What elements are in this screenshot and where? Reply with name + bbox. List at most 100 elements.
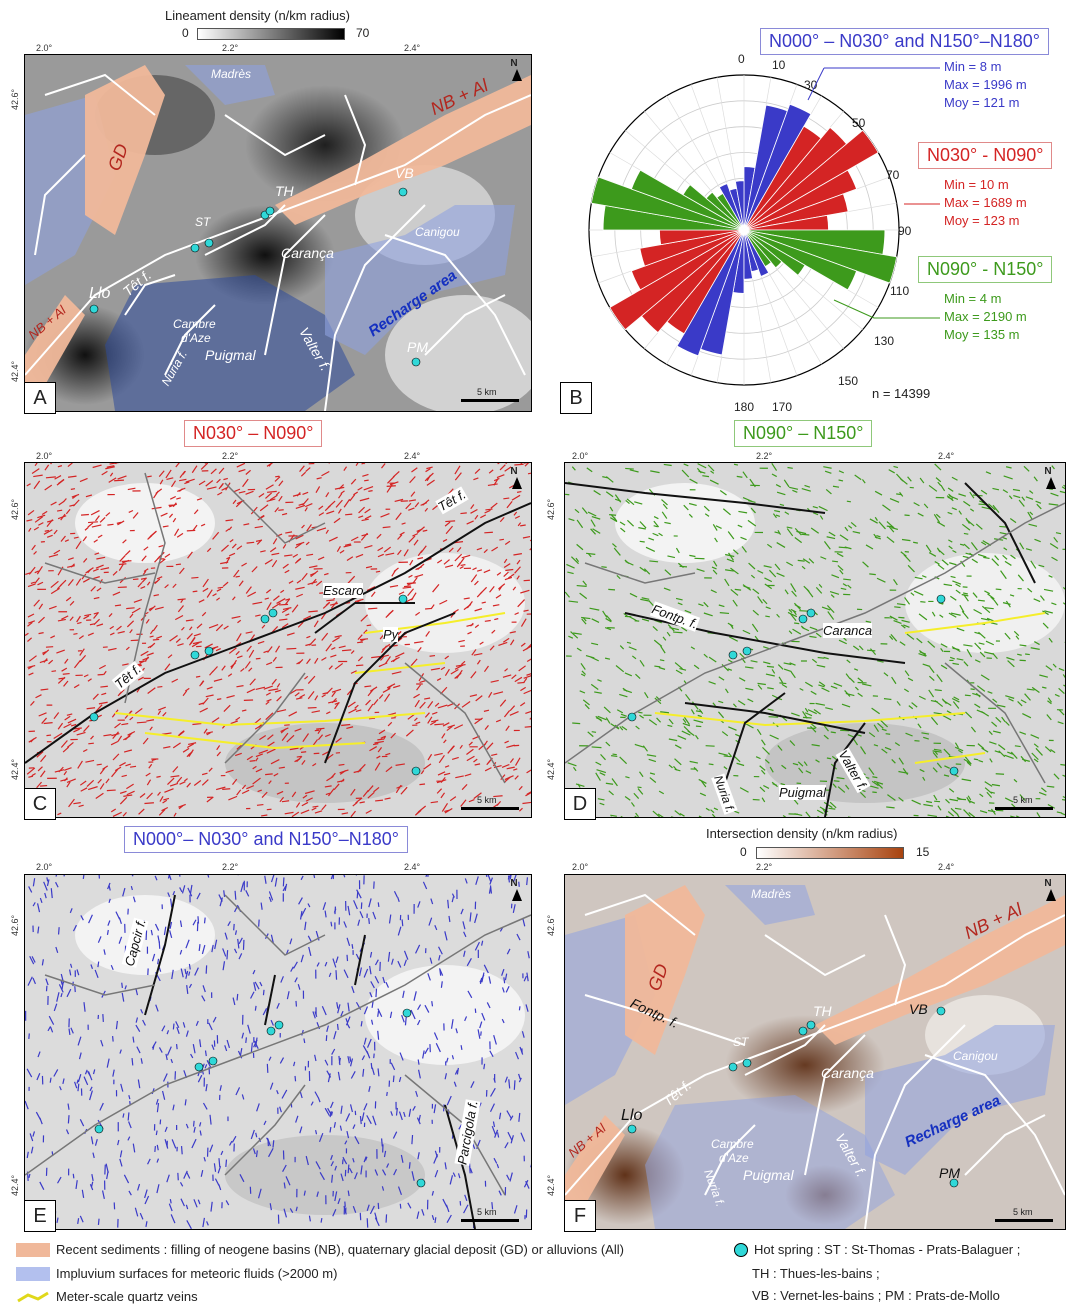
- lineament-dash: [453, 1081, 457, 1087]
- lineament-dash: [629, 469, 639, 473]
- lineament-dash: [1000, 570, 1007, 580]
- lineament-dash: [338, 484, 345, 490]
- lineament-dash: [431, 1001, 434, 1007]
- lineament-dash: [790, 671, 796, 679]
- lineament-dash: [506, 948, 511, 955]
- lineament-dash: [354, 1172, 358, 1180]
- lineament-dash: [247, 591, 257, 598]
- lineament-dash: [363, 629, 368, 634]
- lineament-dash: [97, 961, 100, 968]
- lineament-dash: [206, 686, 213, 690]
- lineament-dash: [77, 621, 82, 625]
- lineament-dash: [75, 540, 82, 550]
- lineament-dash: [434, 702, 440, 707]
- lineament-dash: [488, 976, 492, 984]
- lineament-dash: [987, 593, 995, 600]
- lineament-dash: [137, 582, 143, 588]
- lineament-dash: [216, 698, 222, 701]
- lineament-dash: [703, 601, 709, 608]
- lineament-dash: [406, 582, 416, 585]
- lineament-dash: [46, 879, 50, 887]
- tick-x-c-2: 2.4°: [404, 451, 421, 461]
- lineament-dash: [609, 514, 617, 516]
- lineament-dash: [126, 607, 135, 610]
- lineament-dash: [79, 780, 87, 786]
- lineament-dash: [397, 534, 403, 540]
- lineament-dash: [942, 699, 952, 706]
- lineament-dash: [184, 968, 187, 975]
- lineament-dash: [158, 967, 162, 972]
- lineament-dash: [345, 1016, 351, 1026]
- lineament-dash: [361, 463, 365, 465]
- lineament-dash: [375, 570, 381, 573]
- lineament-dash: [991, 721, 998, 727]
- lineament-dash: [282, 885, 287, 892]
- lineament-dash: [75, 578, 82, 586]
- lineament-dash: [445, 520, 456, 523]
- lineament-dash: [935, 477, 942, 483]
- lineament-dash: [260, 902, 263, 910]
- lineament-dash: [79, 654, 87, 662]
- lineament-dash: [308, 1215, 311, 1222]
- lineament-dash: [418, 1114, 421, 1122]
- lineament-dash: [53, 732, 63, 740]
- lineament-dash: [199, 707, 208, 713]
- lineament-dash: [312, 763, 317, 767]
- lineament-dash: [278, 766, 285, 769]
- lineament-dash: [804, 712, 813, 717]
- lineament-dash: [327, 1107, 332, 1115]
- lineament-dash: [188, 637, 196, 646]
- lineament-dash: [169, 930, 173, 939]
- lineament-dash: [739, 787, 749, 793]
- lineament-dash: [620, 713, 627, 717]
- lineament-dash: [145, 618, 150, 624]
- lineament-dash: [48, 1015, 55, 1025]
- lineament-dash: [782, 815, 787, 817]
- lineament-dash: [732, 703, 737, 708]
- lineament-dash: [443, 559, 450, 565]
- lineament-dash: [906, 633, 915, 640]
- lineament-dash: [333, 1121, 336, 1128]
- lineament-dash: [904, 597, 911, 605]
- lineament-dash: [191, 1138, 197, 1149]
- lineament-dash: [809, 635, 817, 639]
- lineament-dash: [146, 652, 154, 656]
- lineament-dash: [265, 492, 273, 499]
- lineament-dash: [876, 577, 886, 583]
- lineament-dash: [750, 507, 756, 514]
- lineament-dash: [94, 1138, 98, 1146]
- lineament-dash: [28, 620, 35, 624]
- lineament-dash: [392, 1131, 398, 1139]
- lineament-dash: [67, 463, 73, 468]
- lineament-dash: [213, 1163, 217, 1172]
- lineament-dash: [454, 553, 463, 562]
- lineament-dash: [1031, 752, 1039, 761]
- lineament-dash: [628, 646, 637, 651]
- lineament-dash: [765, 615, 770, 618]
- lineament-dash: [47, 1026, 52, 1032]
- lineament-dash: [405, 597, 414, 603]
- rose-petal-20: [676, 229, 745, 357]
- lineament-dash: [244, 661, 251, 669]
- lineament-dash: [1026, 688, 1035, 691]
- lineament-dash: [41, 510, 48, 516]
- lineament-dash: [451, 896, 455, 903]
- lineament-dash: [711, 813, 716, 817]
- lineament-dash: [310, 570, 319, 578]
- lineament-dash: [222, 948, 227, 957]
- lineament-dash: [355, 797, 363, 804]
- lineament-dash: [334, 1191, 338, 1202]
- lineament-dash: [94, 969, 99, 979]
- lineament-dash: [486, 742, 494, 750]
- lineament-dash: [968, 812, 976, 817]
- lineament-dash: [164, 663, 171, 671]
- lineament-dash: [296, 661, 301, 665]
- lineament-dash: [750, 574, 756, 579]
- lineament-dash: [436, 788, 443, 794]
- colorbar-f: [756, 847, 904, 859]
- lineament-dash: [99, 767, 106, 775]
- lineament-dash: [331, 688, 342, 693]
- lineament-dash: [999, 525, 1007, 528]
- lineament-dash: [516, 575, 520, 580]
- lineament-dash: [234, 904, 239, 913]
